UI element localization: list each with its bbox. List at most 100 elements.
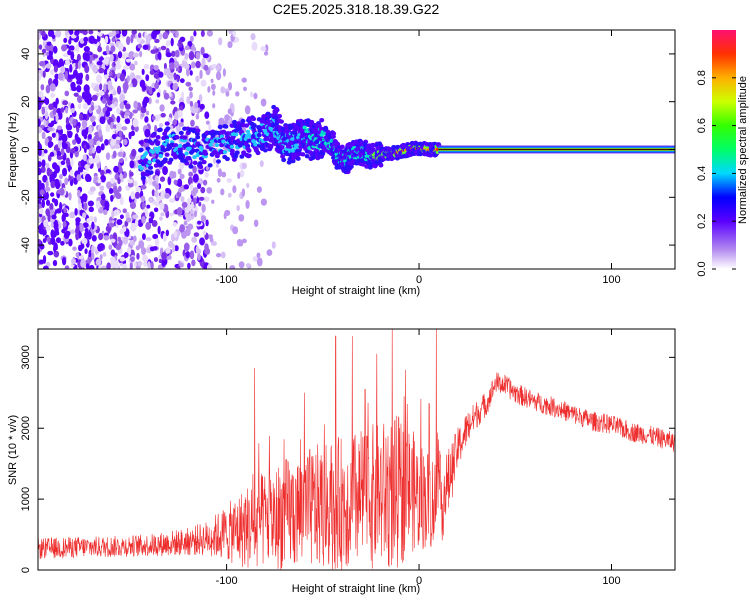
noise-blob [61, 257, 67, 266]
noise-blob [70, 229, 76, 235]
noise-blob [119, 73, 126, 82]
noise-blob [207, 85, 211, 93]
noise-blob [129, 171, 134, 177]
colorbar-label: Normalized spectral amplitude [737, 76, 749, 224]
noise-blob [40, 165, 46, 174]
noise-blob [178, 40, 183, 48]
noise-blob [111, 210, 115, 219]
signal-core [302, 125, 307, 130]
signal-blob [174, 135, 180, 140]
signal-blob [215, 159, 221, 164]
noise-blob [173, 60, 180, 69]
noise-blob [79, 113, 84, 121]
noise-blob [189, 250, 195, 260]
noise-blob [119, 214, 124, 219]
noise-blob [145, 34, 151, 43]
noise-blob [132, 214, 139, 220]
noise-blob [82, 103, 89, 110]
noise-blob [173, 231, 178, 238]
noise-blob [238, 261, 245, 269]
noise-blob [192, 187, 199, 194]
signal-blob [267, 143, 273, 149]
noise-blob [159, 202, 165, 211]
noise-blob [51, 214, 57, 220]
noise-blob [187, 262, 191, 269]
noise-blob [49, 69, 55, 76]
signal-blob [300, 152, 306, 157]
noise-blob [98, 265, 102, 269]
noise-blob [38, 118, 41, 128]
noise-blob [123, 84, 128, 94]
signal-blob [274, 106, 280, 112]
signal-blob [195, 128, 201, 133]
noise-blob [106, 47, 110, 55]
noise-blob [204, 243, 209, 252]
noise-blob [119, 172, 123, 180]
noise-blob [143, 261, 148, 267]
noise-blob [74, 30, 78, 36]
signal-blob [296, 151, 302, 157]
noise-blob [127, 182, 134, 188]
noise-blob [84, 64, 90, 74]
signal-blob [289, 124, 295, 130]
signal-blob [148, 170, 154, 175]
noise-blob [70, 45, 75, 51]
noise-blob [103, 209, 108, 216]
noise-blob [198, 201, 202, 207]
noise-blob [118, 130, 123, 138]
noise-blob [183, 220, 188, 226]
spectrogram-ytick-label: 40 [20, 48, 32, 60]
noise-blob [168, 255, 172, 260]
noise-blob [98, 129, 103, 138]
noise-blob [95, 200, 101, 210]
noise-blob [49, 203, 54, 211]
noise-blob [132, 118, 139, 128]
noise-blob [170, 30, 176, 34]
noise-blob [82, 194, 88, 203]
noise-blob [241, 162, 247, 170]
noise-blob [199, 237, 205, 246]
noise-blob [154, 82, 160, 90]
noise-blob [60, 240, 65, 246]
noise-blob [162, 166, 168, 176]
noise-blob [58, 187, 65, 196]
noise-blob [65, 116, 70, 125]
noise-blob [38, 32, 41, 41]
signal-blob [246, 148, 252, 153]
noise-blob [93, 135, 100, 142]
noise-blob [168, 92, 172, 97]
noise-blob [70, 51, 75, 61]
noise-blob [85, 73, 90, 82]
noise-blob [127, 179, 134, 184]
noise-blob [116, 219, 123, 226]
noise-blob [201, 203, 206, 213]
noise-blob [158, 123, 164, 128]
noise-blob [202, 53, 209, 59]
noise-blob [119, 94, 126, 101]
noise-blob [97, 46, 103, 53]
noise-blob [108, 187, 114, 194]
noise-blob [115, 107, 121, 115]
noise-blob [204, 111, 210, 119]
noise-blob [266, 249, 273, 257]
noise-blob [75, 225, 80, 231]
signal-blob [162, 131, 168, 137]
noise-blob [169, 170, 175, 180]
noise-blob [151, 115, 156, 121]
noise-blob [131, 30, 137, 35]
noise-blob [137, 32, 142, 39]
noise-blob [204, 172, 209, 178]
noise-blob [186, 197, 192, 204]
noise-blob [238, 214, 245, 222]
noise-blob [62, 100, 69, 106]
noise-blob [191, 236, 198, 243]
noise-blob [70, 258, 76, 265]
signal-blob [168, 157, 174, 163]
signal-blob [262, 148, 268, 153]
noise-blob [260, 98, 267, 107]
noise-blob [175, 49, 180, 58]
signal-blob [245, 153, 251, 159]
signal-blob [164, 121, 170, 126]
noise-blob [88, 249, 92, 258]
signal-blob [155, 140, 161, 145]
